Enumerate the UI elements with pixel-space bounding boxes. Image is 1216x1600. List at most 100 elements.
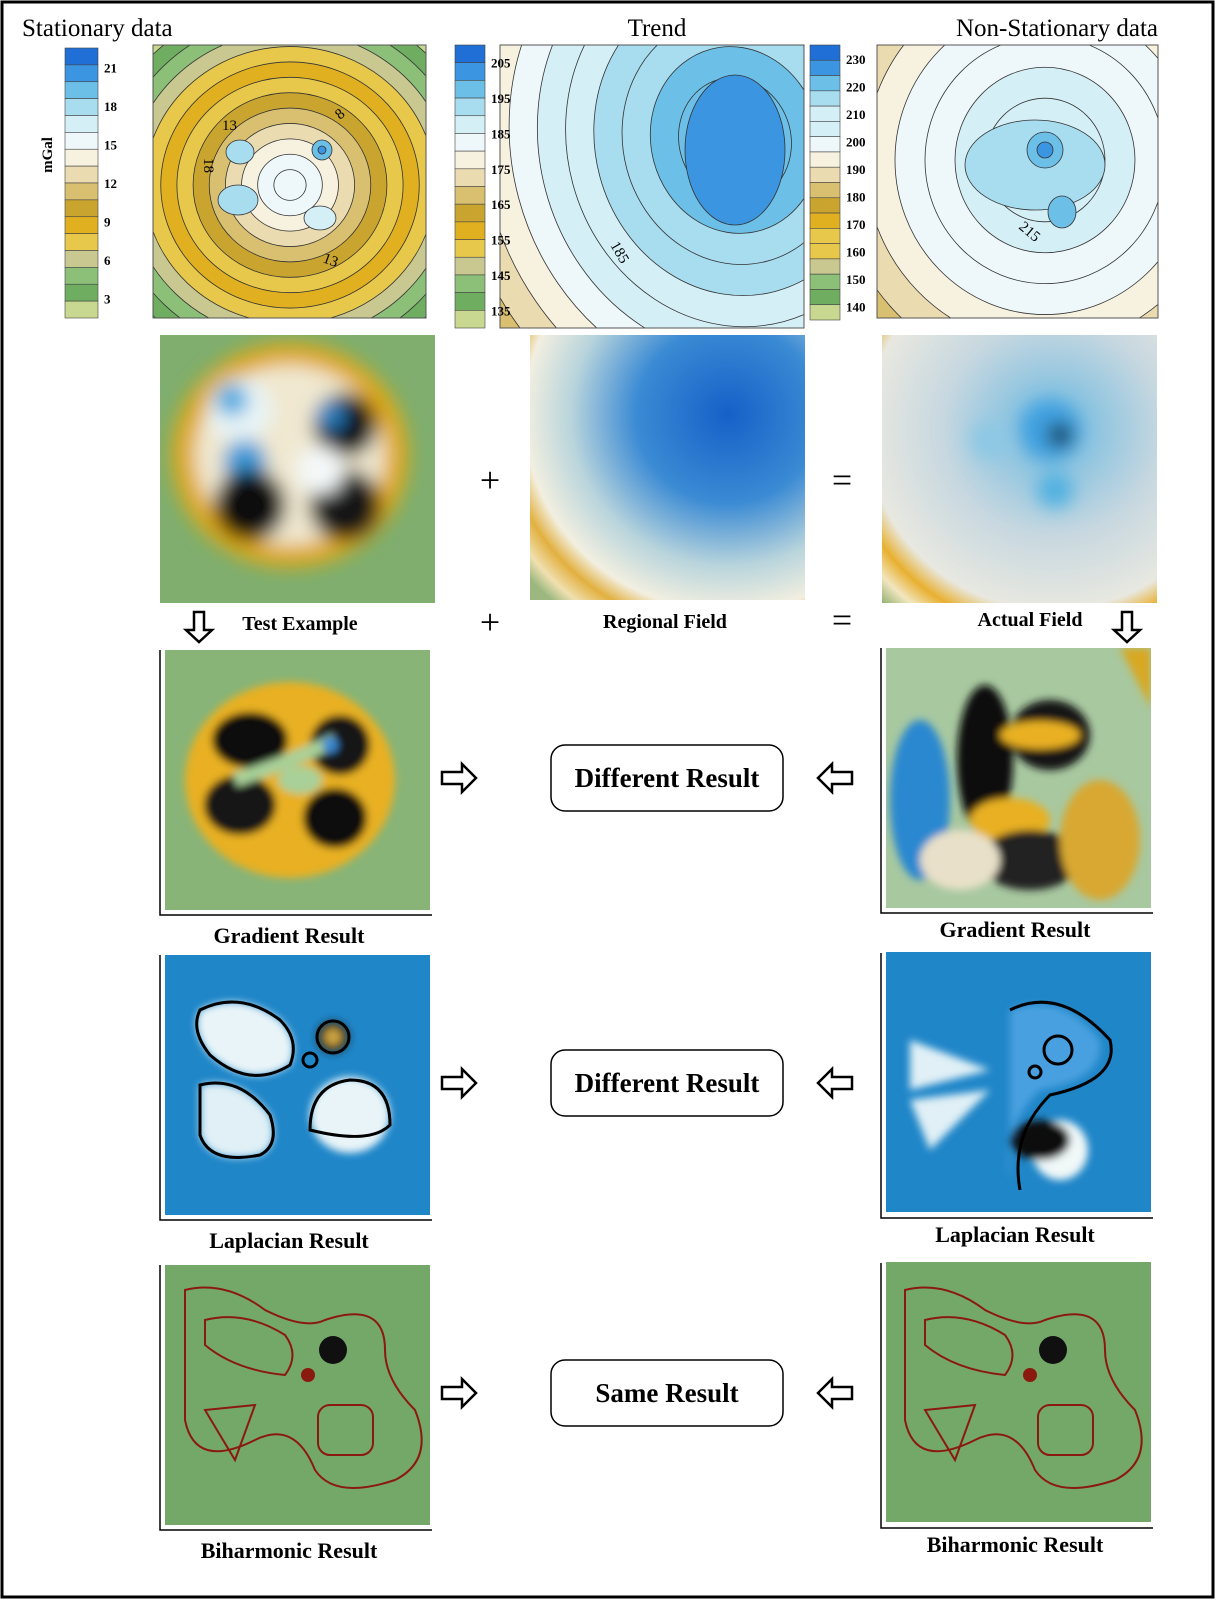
- operator: +: [480, 602, 500, 642]
- colorbar-label: 185: [491, 126, 511, 141]
- colorbar-segment: [65, 284, 98, 301]
- colorbar-segment: [455, 63, 485, 81]
- colorbar-segment: [810, 213, 840, 228]
- colorbar-label: 180: [846, 189, 866, 204]
- colorbar-segment: [65, 251, 98, 268]
- colorbar-label: 160: [846, 244, 866, 259]
- result-caption: Biharmonic Result: [927, 1532, 1104, 1557]
- result-caption: Gradient Result: [940, 917, 1092, 942]
- colorbar-segment: [455, 222, 485, 240]
- gradient-right-image: [886, 648, 1151, 908]
- right-arrow: [442, 1069, 476, 1097]
- left-arrow: [818, 1069, 852, 1097]
- colorbar-segment: [810, 183, 840, 198]
- colorbar-segment: [455, 187, 485, 205]
- colorbar-segment: [65, 65, 98, 82]
- colorbar-segment: [455, 310, 485, 328]
- colorbar-segment: [65, 132, 98, 149]
- colorbar-segment: [455, 275, 485, 293]
- biharmonic-left-image: [165, 1265, 430, 1525]
- colorbar-segment: [810, 121, 840, 136]
- test-example-image: [160, 335, 435, 603]
- contour-label: 13: [222, 118, 237, 134]
- contour-fill: [80, 0, 500, 385]
- result-caption: Laplacian Result: [209, 1228, 369, 1253]
- colorbar-segment: [810, 167, 840, 182]
- result-box-label: Different Result: [575, 763, 760, 793]
- colorbar-segment: [455, 204, 485, 222]
- contour: [685, 75, 785, 225]
- colorbar-segment: [810, 76, 840, 91]
- left-arrow: [818, 764, 852, 792]
- colorbar-segment: [810, 244, 840, 259]
- colorbar-label: 230: [846, 52, 866, 67]
- colorbar-label: 170: [846, 217, 866, 232]
- colorbar-label: 12: [104, 176, 117, 191]
- right-arrow: [442, 1379, 476, 1407]
- colorbar-segment: [810, 152, 840, 167]
- contour: [226, 140, 254, 164]
- result-box-label: Different Result: [575, 1068, 760, 1098]
- contour-label: 18: [200, 158, 216, 173]
- colorbar-label: 140: [846, 299, 866, 314]
- colorbar-segment: [65, 48, 98, 65]
- colorbar-label: 210: [846, 107, 866, 122]
- colorbar-segment: [65, 234, 98, 251]
- result-box-label: Same Result: [595, 1378, 738, 1408]
- colorbar-segment: [810, 305, 840, 320]
- colorbar-segment: [810, 274, 840, 289]
- regional-field-image: [530, 335, 805, 600]
- header: Non-Stationary data: [956, 15, 1158, 42]
- colorbar-segment: [455, 169, 485, 187]
- colorbar-segment: [65, 267, 98, 284]
- caption: Actual Field: [978, 609, 1083, 631]
- colorbar-label: 3: [104, 292, 111, 307]
- contour: [1048, 196, 1076, 228]
- contour: [218, 185, 258, 215]
- laplacian-right-image: [886, 952, 1151, 1212]
- contour: [1037, 142, 1053, 158]
- colorbar-label: 145: [491, 268, 511, 283]
- header: Stationary data: [22, 15, 173, 42]
- colorbar-label: 195: [491, 91, 511, 106]
- colorbar-segment: [810, 289, 840, 304]
- colorbar-segment: [65, 166, 98, 183]
- contour: [318, 146, 326, 154]
- contour-map: 1381813: [80, 0, 500, 385]
- caption: Regional Field: [603, 611, 727, 633]
- colorbar-segment: [65, 200, 98, 217]
- gradient-left-image: [165, 650, 430, 910]
- colorbar-label: 190: [846, 162, 866, 177]
- colorbar-segment: [65, 301, 98, 318]
- actual-field-image: [882, 335, 1157, 603]
- colorbar-label: 205: [491, 56, 511, 71]
- colorbar-label: 6: [104, 253, 111, 268]
- colorbar-segment: [455, 293, 485, 311]
- colorbar-segment: [65, 99, 98, 116]
- colorbar-segment: [455, 98, 485, 116]
- colorbar-label: 155: [491, 233, 511, 248]
- colorbar-label: 200: [846, 134, 866, 149]
- colorbar-segment: [810, 91, 840, 106]
- colorbar-segment: [810, 106, 840, 121]
- colorbar-segment: [810, 228, 840, 243]
- colorbar-label: 18: [104, 99, 118, 114]
- colorbar-segment: [810, 198, 840, 213]
- result-caption: Biharmonic Result: [201, 1538, 378, 1563]
- down-arrow: [1114, 612, 1140, 642]
- colorbar-segment: [810, 45, 840, 60]
- colorbar-label: 135: [491, 303, 511, 318]
- operator: +: [480, 460, 500, 500]
- down-arrow: [186, 612, 212, 642]
- contour: [304, 206, 336, 230]
- colorbar-label: 165: [491, 197, 511, 212]
- colorbar-label: 15: [104, 137, 118, 152]
- unit-label: mGal: [40, 137, 56, 173]
- colorbar-segment: [65, 217, 98, 234]
- colorbar-segment: [455, 116, 485, 134]
- contour: [274, 170, 306, 201]
- colorbar-segment: [455, 80, 485, 98]
- left-arrow: [818, 1379, 852, 1407]
- colorbar-segment: [65, 116, 98, 133]
- colorbar-label: 150: [846, 272, 866, 287]
